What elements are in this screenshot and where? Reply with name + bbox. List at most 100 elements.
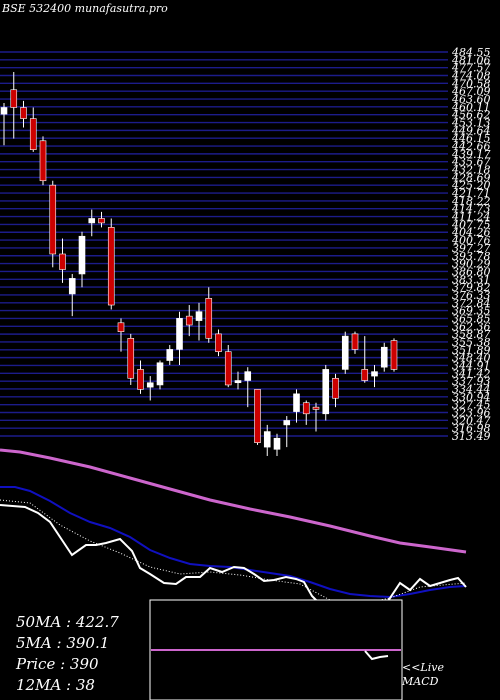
candle-body-down bbox=[361, 369, 369, 381]
y-tick-label: 400.76 bbox=[451, 234, 491, 247]
y-tick-label: 435.67 bbox=[451, 156, 491, 169]
y-tick-label: 453.13 bbox=[451, 117, 491, 130]
candle bbox=[20, 100, 27, 128]
y-tick-label: 484.55 bbox=[451, 46, 491, 59]
y-tick-label: 316.98 bbox=[452, 422, 491, 435]
candle bbox=[215, 329, 222, 357]
candle-body-up bbox=[293, 393, 300, 412]
y-tick-label: 327.45 bbox=[452, 399, 491, 412]
candle bbox=[78, 231, 86, 288]
y-tick-label: 442.66 bbox=[451, 140, 491, 153]
y-tick-label: 414.73 bbox=[451, 203, 491, 216]
y-tick-label: 376.33 bbox=[452, 289, 491, 302]
candle bbox=[254, 389, 261, 445]
grid-lines bbox=[0, 51, 448, 437]
candle bbox=[107, 218, 115, 310]
candle bbox=[195, 302, 203, 341]
y-tick-label: 418.22 bbox=[451, 195, 491, 208]
live-macd-label: <<Live MACD bbox=[402, 661, 444, 689]
candle bbox=[380, 342, 388, 372]
live-link[interactable]: <<Live bbox=[402, 661, 444, 674]
candlesticks bbox=[0, 71, 398, 456]
y-tick-label: 379.82 bbox=[452, 281, 491, 294]
moving-average-panel bbox=[0, 448, 467, 614]
candle bbox=[59, 238, 66, 283]
ma5-readout: 5MA : 390.1 bbox=[16, 634, 110, 652]
candle-body-up bbox=[0, 107, 8, 115]
y-tick-label: 397.27 bbox=[452, 242, 491, 255]
y-tick-label: 390.29 bbox=[452, 258, 491, 271]
y-tick-label: 470.58 bbox=[451, 77, 491, 90]
candle-body-up bbox=[78, 235, 86, 275]
short-ma-line bbox=[0, 504, 467, 614]
candle bbox=[390, 338, 398, 372]
candle bbox=[224, 344, 232, 388]
y-tick-label: 393.78 bbox=[452, 250, 491, 263]
candle bbox=[312, 402, 320, 432]
y-tick-label: 481.06 bbox=[451, 54, 491, 67]
candle-body-down bbox=[107, 227, 115, 306]
y-tick-label: 337.93 bbox=[452, 375, 491, 388]
candle-body-down bbox=[302, 402, 310, 415]
y-tick-label: 358.87 bbox=[452, 328, 491, 341]
candle-body-down bbox=[10, 89, 18, 108]
candle-body-down bbox=[39, 140, 47, 182]
candle bbox=[127, 333, 135, 385]
candle bbox=[332, 373, 339, 408]
candle-body-up bbox=[146, 382, 154, 388]
signal-dotted-line bbox=[0, 499, 467, 605]
candle-body-up bbox=[176, 318, 183, 350]
candle-body-down bbox=[49, 184, 57, 255]
y-tick-label: 369.35 bbox=[452, 305, 491, 318]
candle bbox=[361, 336, 369, 383]
candle-body-up bbox=[88, 218, 96, 224]
candle bbox=[293, 389, 300, 423]
candle bbox=[371, 364, 378, 388]
y-tick-label: 348.40 bbox=[452, 352, 491, 365]
candle-body-down bbox=[205, 298, 213, 339]
y-tick-label: 386.80 bbox=[452, 265, 491, 278]
candle-body-down bbox=[254, 389, 261, 443]
candle bbox=[283, 416, 291, 448]
y-tick-label: 334.44 bbox=[452, 383, 491, 396]
y-tick-label: 404.26 bbox=[451, 226, 491, 239]
candle bbox=[341, 331, 349, 374]
price-readout: Price : 390 bbox=[16, 655, 99, 673]
candle bbox=[137, 360, 144, 394]
candle-body-up bbox=[68, 278, 76, 295]
candle bbox=[156, 360, 164, 390]
y-tick-label: 355.38 bbox=[452, 336, 491, 349]
candle-body-up bbox=[273, 437, 281, 450]
ma50-readout: 50MA : 422.7 bbox=[16, 613, 119, 631]
macd-line bbox=[364, 650, 389, 661]
y-tick-label: 313.49 bbox=[452, 430, 491, 443]
candle-body-down bbox=[312, 406, 320, 410]
candle-body-down bbox=[224, 351, 232, 386]
candle bbox=[98, 211, 105, 228]
candle bbox=[176, 311, 183, 365]
candle bbox=[39, 136, 47, 186]
y-tick-label: 421.71 bbox=[451, 187, 491, 200]
candle bbox=[49, 180, 57, 268]
candle-body-up bbox=[234, 380, 242, 384]
candle-body-up bbox=[166, 349, 174, 361]
candle bbox=[322, 364, 330, 421]
candle-body-up bbox=[322, 369, 330, 415]
candle-body-down bbox=[215, 333, 222, 352]
candle bbox=[88, 209, 96, 237]
y-tick-label: 372.84 bbox=[452, 297, 491, 310]
candle bbox=[29, 107, 37, 152]
y-tick-label: 362.36 bbox=[452, 320, 491, 333]
candle bbox=[302, 400, 310, 425]
y-tick-label: 407.75 bbox=[451, 218, 491, 231]
y-tick-label: 432.18 bbox=[451, 164, 491, 177]
y-tick-label: 365.85 bbox=[452, 312, 491, 325]
long-ma-line bbox=[0, 448, 467, 554]
candle bbox=[0, 103, 8, 146]
candle bbox=[68, 273, 76, 317]
macd-label: MACD bbox=[402, 675, 439, 688]
y-axis-tick-labels: 484.55481.06477.57474.08470.58467.09463.… bbox=[451, 46, 491, 443]
candle bbox=[117, 318, 125, 352]
candle-body-up bbox=[341, 335, 349, 370]
y-tick-label: 411.24 bbox=[451, 211, 491, 224]
